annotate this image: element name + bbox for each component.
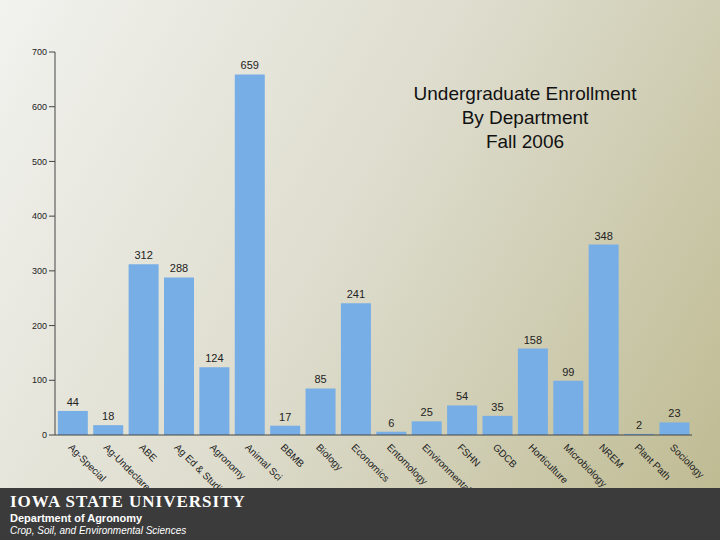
svg-text:23: 23 xyxy=(668,407,680,419)
svg-text:200: 200 xyxy=(32,321,47,331)
svg-text:0: 0 xyxy=(42,430,47,440)
html-text:Crop, Soil, and Environmental: Crop, Soil, and Environmental Sciences xyxy=(10,525,187,536)
svg-text:NREM: NREM xyxy=(597,442,626,471)
svg-text:Sociology: Sociology xyxy=(668,442,706,480)
svg-text:85: 85 xyxy=(314,373,326,385)
svg-text:FSHN: FSHN xyxy=(456,442,483,469)
svg-text:17: 17 xyxy=(279,411,291,423)
svg-text:Microbiology: Microbiology xyxy=(561,441,610,490)
svg-text:312: 312 xyxy=(134,249,152,261)
svg-text:Animal Sci: Animal Sci xyxy=(243,442,284,483)
svg-text:600: 600 xyxy=(32,102,47,112)
svg-text:Economics: Economics xyxy=(349,441,392,484)
svg-text:400: 400 xyxy=(32,211,47,221)
svg-text:Plant Path: Plant Path xyxy=(632,442,672,482)
svg-text:Entomology: Entomology xyxy=(384,441,430,487)
svg-text:Environmental Sci: Environmental Sci xyxy=(420,442,485,490)
svg-text:35: 35 xyxy=(491,401,503,413)
svg-text:100: 100 xyxy=(32,375,47,385)
svg-text:BBMB: BBMB xyxy=(279,442,307,470)
svg-text:158: 158 xyxy=(524,334,542,346)
svg-text:99: 99 xyxy=(562,366,574,378)
svg-text:300: 300 xyxy=(32,266,47,276)
svg-text:124: 124 xyxy=(205,352,223,364)
svg-text:700: 700 xyxy=(32,47,47,57)
svg-text:GDCB: GDCB xyxy=(491,442,519,470)
html-text:IOWA STATE UNIVERSITY: IOWA STATE UNIVERSITY xyxy=(10,492,246,511)
svg-text:659: 659 xyxy=(241,59,259,71)
svg-text:44: 44 xyxy=(67,396,79,408)
svg-text:288: 288 xyxy=(170,262,188,274)
svg-text:ABE: ABE xyxy=(137,442,159,464)
svg-text:348: 348 xyxy=(594,230,612,242)
svg-text:54: 54 xyxy=(456,390,468,402)
svg-text:Ag-Special: Ag-Special xyxy=(66,441,109,484)
html-text:Undergraduate Enrollment By De: Undergraduate Enrollment By Department F… xyxy=(413,83,637,152)
svg-text:2: 2 xyxy=(636,419,642,431)
svg-text:500: 500 xyxy=(32,157,47,167)
svg-text:6: 6 xyxy=(388,417,394,429)
svg-text:Horticulture: Horticulture xyxy=(526,441,571,486)
svg-text:18: 18 xyxy=(102,410,114,422)
html-text:Department of Agronomy: Department of Agronomy xyxy=(10,512,143,524)
svg-text:241: 241 xyxy=(347,288,365,300)
svg-text:Agronomy: Agronomy xyxy=(208,442,248,482)
svg-text:Biology: Biology xyxy=(314,442,345,473)
svg-text:25: 25 xyxy=(421,406,433,418)
